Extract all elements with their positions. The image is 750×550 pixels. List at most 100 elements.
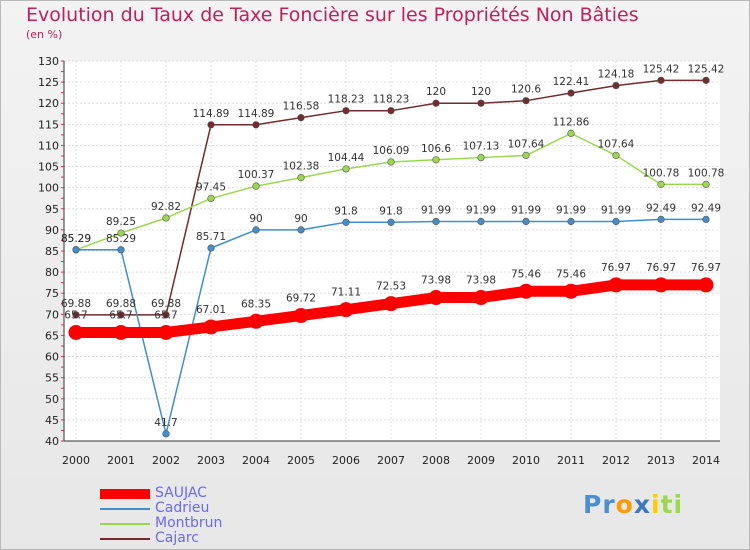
data-point-saujac [608, 277, 624, 293]
data-point-cadrieu [117, 246, 125, 254]
data-label-cajarc: 122.41 [553, 76, 590, 88]
data-point-cajarc [342, 107, 350, 115]
data-point-montbrun [567, 129, 575, 137]
data-label-cadrieu: 91.99 [466, 204, 496, 216]
data-label-saujac: 73.98 [421, 275, 451, 287]
data-label-montbrun: 106.6 [421, 143, 451, 155]
data-label-saujac: 71.11 [331, 287, 361, 299]
data-point-saujac [293, 308, 309, 324]
y-tick-label: 55 [45, 372, 59, 385]
data-label-saujac: 76.97 [646, 262, 676, 274]
data-label-cadrieu: 90 [249, 213, 262, 225]
proxiti-logo: Proxiti [583, 490, 683, 519]
data-point-saujac [158, 324, 174, 340]
y-tick-label: 40 [45, 435, 59, 448]
data-label-saujac: 72.53 [376, 281, 406, 293]
data-label-saujac: 76.97 [601, 262, 631, 274]
data-label-cadrieu: 91.99 [421, 204, 451, 216]
data-point-cadrieu [72, 246, 80, 254]
data-point-montbrun [162, 214, 170, 222]
data-label-cadrieu: 91.99 [556, 204, 586, 216]
data-point-cadrieu [612, 217, 620, 226]
data-label-cajarc: 118.23 [328, 94, 365, 106]
data-label-cadrieu: 85.29 [106, 233, 136, 245]
data-point-cadrieu [162, 430, 170, 438]
data-point-cadrieu [432, 217, 440, 226]
data-point-cajarc [567, 89, 575, 97]
data-label-cajarc: 114.89 [193, 108, 230, 120]
data-point-cajarc [297, 114, 305, 122]
data-point-montbrun [612, 151, 620, 160]
data-label-saujac: 68.35 [241, 298, 271, 310]
data-label-cadrieu: 92.49 [691, 202, 721, 214]
data-label-saujac: 75.46 [556, 268, 586, 280]
x-tick-label: 2013 [647, 454, 675, 467]
data-label-montbrun: 107.64 [508, 138, 545, 150]
data-point-cajarc [162, 311, 170, 319]
data-point-cadrieu [522, 217, 530, 226]
data-label-cajarc: 125.42 [643, 63, 680, 75]
data-label-montbrun: 112.86 [553, 116, 590, 128]
data-label-saujac: 75.46 [511, 268, 541, 280]
data-label-montbrun: 107.64 [598, 138, 635, 150]
data-point-saujac [68, 324, 84, 340]
data-label-cadrieu: 41.7 [154, 417, 177, 429]
y-tick-label: 100 [38, 182, 59, 195]
data-point-cadrieu [207, 244, 215, 252]
chart-title: Evolution du Taux de Taxe Foncière sur l… [26, 4, 639, 26]
y-tick-label: 85 [45, 245, 59, 258]
data-point-cajarc [207, 121, 215, 129]
y-tick-label: 50 [45, 393, 59, 406]
data-point-saujac [698, 277, 714, 293]
data-point-cadrieu [297, 226, 305, 234]
data-label-montbrun: 100.37 [238, 169, 275, 181]
data-label-cadrieu: 91.8 [334, 205, 357, 217]
data-label-cadrieu: 92.49 [646, 202, 676, 214]
y-tick-label: 65 [45, 329, 59, 342]
data-point-montbrun [657, 180, 665, 188]
x-tick-label: 2003 [197, 454, 225, 467]
data-point-montbrun [342, 165, 350, 173]
data-label-saujac: 65.7 [109, 309, 132, 321]
legend-swatch [100, 537, 150, 540]
data-point-cadrieu [567, 217, 575, 226]
data-point-montbrun [252, 182, 260, 190]
data-point-cajarc [432, 99, 440, 107]
data-label-montbrun: 104.44 [328, 152, 365, 164]
data-label-cajarc: 118.23 [373, 94, 410, 106]
x-tick-label: 2005 [287, 454, 315, 467]
data-point-cadrieu [477, 217, 485, 226]
data-point-montbrun [297, 174, 305, 182]
data-point-cajarc [72, 311, 80, 319]
data-point-saujac [248, 313, 264, 329]
data-point-montbrun [117, 229, 125, 237]
y-tick-label: 120 [38, 97, 59, 110]
legend-label: SAUJAC [155, 485, 207, 501]
x-tick-label: 2012 [602, 454, 630, 467]
data-point-saujac [653, 277, 669, 293]
data-label-cajarc: 116.58 [283, 101, 320, 113]
data-label-montbrun: 92.82 [151, 201, 181, 213]
x-tick-label: 2006 [332, 454, 360, 467]
data-point-cajarc [657, 76, 665, 84]
data-label-cadrieu: 91.99 [601, 204, 631, 216]
x-tick-label: 2009 [467, 454, 495, 467]
legend-swatch [100, 488, 150, 499]
data-label-cadrieu: 91.8 [379, 205, 402, 217]
data-point-montbrun [387, 158, 395, 166]
data-label-cajarc: 69.88 [106, 298, 136, 310]
x-tick-label: 2000 [62, 454, 90, 467]
legend-swatch [100, 522, 150, 525]
data-label-montbrun: 85.29 [61, 233, 91, 245]
data-label-cadrieu: 90 [294, 213, 307, 225]
y-tick-label: 80 [45, 266, 59, 279]
legend-label: Cajarc [155, 530, 199, 546]
data-point-saujac [338, 302, 354, 318]
y-tick-label: 75 [45, 287, 59, 300]
legend-label: Cadrieu [155, 500, 210, 516]
data-point-cajarc [522, 97, 530, 105]
data-point-montbrun [702, 180, 710, 188]
data-label-cadrieu: 85.71 [196, 231, 226, 243]
data-label-montbrun: 107.13 [463, 141, 500, 153]
